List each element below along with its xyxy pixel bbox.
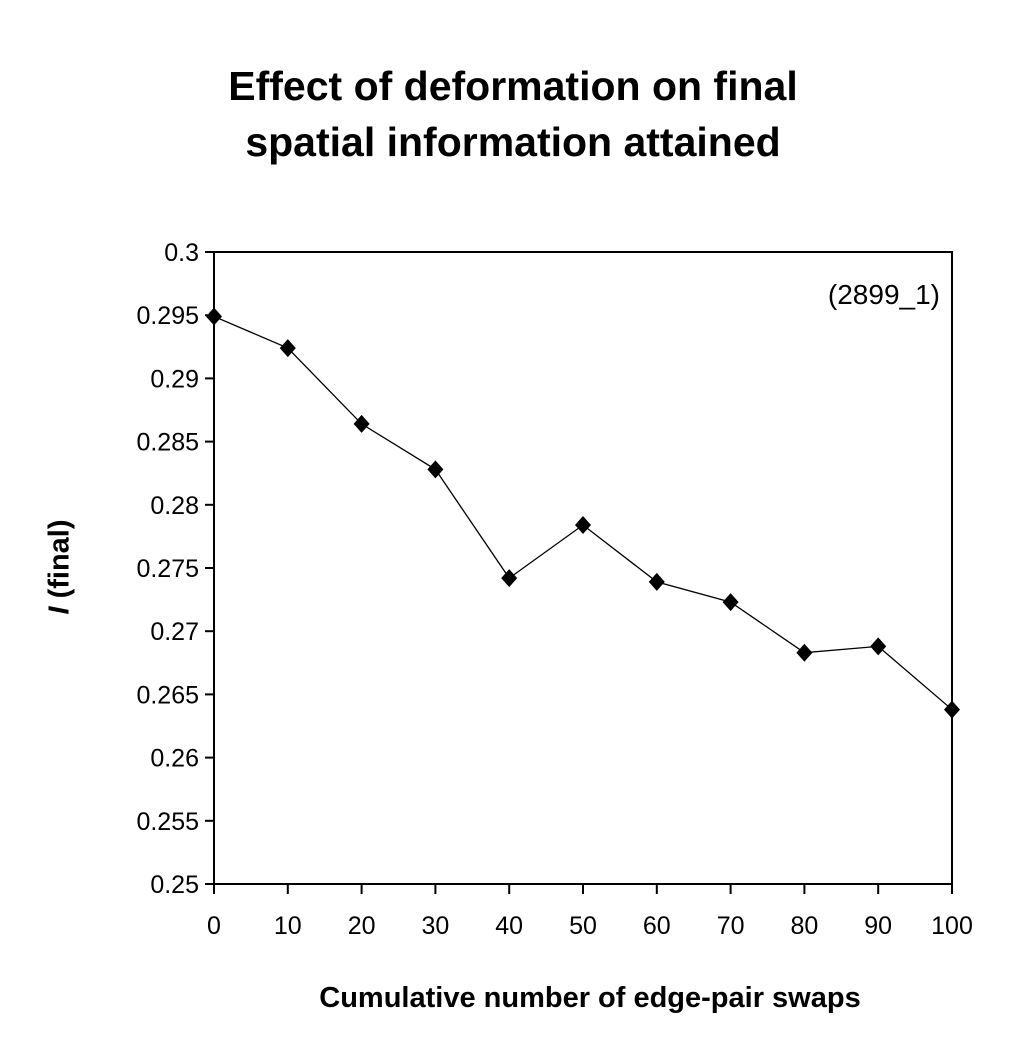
y-tick-label: 0.265 <box>136 681 199 709</box>
y-axis-label: I (final) <box>44 519 77 614</box>
data-point-marker <box>575 516 591 535</box>
data-point-marker <box>206 307 222 326</box>
data-point-marker <box>944 700 960 719</box>
data-point-marker <box>501 569 518 588</box>
data-point-marker <box>870 637 887 656</box>
y-axis-label-rest: (final) <box>43 519 76 607</box>
data-point-marker <box>279 339 296 358</box>
y-tick-label: 0.28 <box>150 492 199 520</box>
x-tick-label: 100 <box>931 912 973 940</box>
data-point-marker <box>722 593 739 612</box>
x-tick-label: 70 <box>717 912 745 940</box>
y-axis-label-italic: I <box>43 606 76 615</box>
data-point-marker <box>353 414 370 433</box>
x-tick-label: 40 <box>495 912 523 940</box>
data-point-marker <box>648 572 665 591</box>
x-tick-label: 20 <box>348 912 376 940</box>
x-tick-label: 30 <box>421 912 449 940</box>
y-tick-label: 0.285 <box>136 429 199 457</box>
chart-title: Effect of deformation on final spatial i… <box>0 58 1026 170</box>
y-tick-label: 0.26 <box>150 745 199 773</box>
x-tick-label: 80 <box>790 912 818 940</box>
x-tick-label: 10 <box>274 912 302 940</box>
x-tick-label: 50 <box>569 912 597 940</box>
chart-annotation: (2899_1) <box>828 279 940 310</box>
y-tick-label: 0.27 <box>150 618 199 646</box>
plot-frame <box>213 251 953 885</box>
series-line <box>213 315 953 711</box>
y-tick-label: 0.275 <box>136 555 199 583</box>
data-point-marker <box>427 460 444 479</box>
y-tick-label: 0.3 <box>164 239 199 267</box>
y-tick-label: 0.29 <box>150 365 199 393</box>
y-tick-label: 0.295 <box>136 302 199 330</box>
y-tick-label: 0.255 <box>136 808 199 836</box>
chart-title-line2: spatial information attained <box>245 119 781 165</box>
y-tick-label: 0.25 <box>150 871 199 899</box>
x-tick-label: 60 <box>643 912 671 940</box>
x-tick-label: 90 <box>864 912 892 940</box>
x-tick-label: 0 <box>207 912 221 940</box>
data-point-marker <box>796 643 813 662</box>
chart-title-line1: Effect of deformation on final <box>228 63 798 109</box>
x-axis-label: Cumulative number of edge-pair swaps <box>319 982 861 1014</box>
